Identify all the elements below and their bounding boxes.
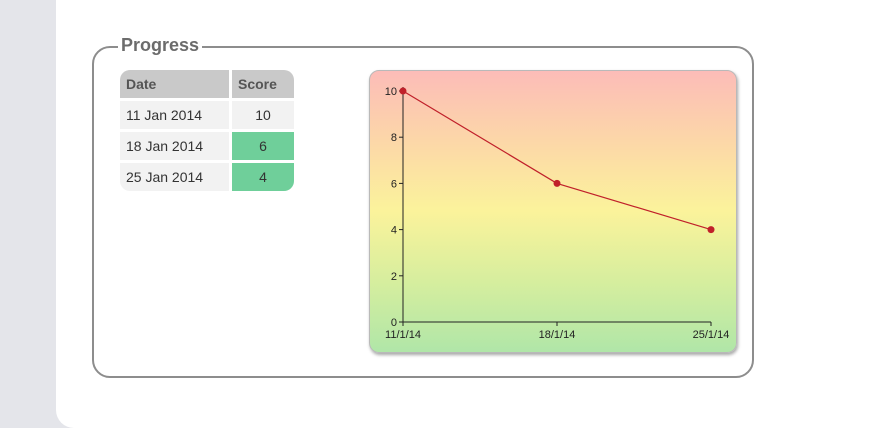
row-score: 4 <box>229 160 294 191</box>
row-score: 10 <box>229 98 294 129</box>
x-tick-label: 18/1/14 <box>539 329 576 341</box>
y-tick-label: 10 <box>385 86 397 98</box>
table-row: 18 Jan 2014 6 <box>120 129 294 160</box>
y-tick-label: 8 <box>391 132 397 144</box>
column-header-score[interactable]: Score <box>229 70 294 98</box>
series-line <box>402 90 712 231</box>
table-row: 25 Jan 2014 4 <box>120 160 294 191</box>
row-date: 25 Jan 2014 <box>120 160 229 191</box>
progress-chart: 0 2 4 6 8 10 11/1/14 18/1/14 25/1/14 <box>369 70 737 353</box>
data-point <box>399 87 407 95</box>
scores-table: Date Score 11 Jan 2014 10 18 Jan 2014 6 … <box>120 70 294 191</box>
row-score: 6 <box>229 129 294 160</box>
x-tick-label: 25/1/14 <box>693 329 730 341</box>
y-tick-label: 4 <box>391 225 397 237</box>
column-header-date[interactable]: Date <box>120 70 229 98</box>
y-tick-label: 2 <box>391 271 397 283</box>
row-date: 18 Jan 2014 <box>120 129 229 160</box>
chart-svg: 0 2 4 6 8 10 11/1/14 18/1/14 25/1/14 <box>385 86 730 341</box>
row-date: 11 Jan 2014 <box>120 98 229 129</box>
progress-fieldset <box>92 46 754 378</box>
section-title: Progress <box>118 34 203 56</box>
y-tick-label: 0 <box>391 317 397 329</box>
data-point <box>707 226 715 234</box>
data-point <box>553 179 561 187</box>
table-row: 11 Jan 2014 10 <box>120 98 294 129</box>
table-header-row: Date Score <box>120 70 294 98</box>
y-tick-label: 6 <box>391 178 397 190</box>
x-tick-label: 11/1/14 <box>385 329 421 341</box>
